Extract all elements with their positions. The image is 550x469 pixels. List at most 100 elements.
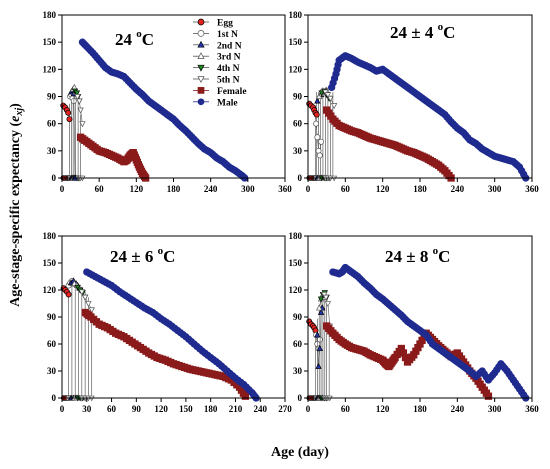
female-point xyxy=(408,353,416,361)
female-point xyxy=(439,165,447,173)
5th-n-point xyxy=(79,121,86,128)
x-tick-label: 60 xyxy=(341,184,351,194)
x-tick-label: 300 xyxy=(241,184,255,194)
male-point xyxy=(187,337,196,346)
female-point xyxy=(445,171,453,180)
male-point xyxy=(426,337,435,345)
male-point xyxy=(138,302,146,310)
x-tick-label: 240 xyxy=(253,404,267,414)
legend-marker-4th-n xyxy=(197,64,205,72)
panel-24c-title: 24 oC xyxy=(115,28,154,49)
x-tick-label: 180 xyxy=(167,184,181,194)
legend-marker-female xyxy=(197,87,205,94)
panel-24c-data xyxy=(60,38,249,182)
male-point xyxy=(179,331,187,339)
male-point xyxy=(488,371,497,379)
1st-n-point xyxy=(318,138,325,145)
5th-n-point xyxy=(322,294,330,301)
legend-label-3rd-n: 3rd N xyxy=(217,53,241,63)
x-tick-label: 120 xyxy=(376,404,390,414)
panel-24pm6c: 0 30 60 90 120 150 180 210 240 270 0 30 60 90 120 150 18… xyxy=(43,231,293,414)
x-tick-label: 150 xyxy=(179,404,193,414)
y-tick-label: 0 xyxy=(52,173,57,183)
2nd-n-point xyxy=(314,97,321,104)
y-tick-label: 0 xyxy=(298,393,303,403)
legend-label-2nd-n: 2nd N xyxy=(217,41,242,51)
x-tick-label: 120 xyxy=(154,404,168,414)
y-tick-label: 180 xyxy=(289,231,303,241)
x-tick-label: 210 xyxy=(229,404,243,414)
y-tick-label: 60 xyxy=(293,339,303,349)
egg-point xyxy=(65,109,72,116)
2nd-n-point xyxy=(316,344,324,351)
y-tick-label: 180 xyxy=(43,231,57,241)
x-tick-label: 240 xyxy=(204,184,218,194)
y-tick-label: 180 xyxy=(289,10,303,20)
5th-n-point xyxy=(76,98,83,105)
y-tick-label: 120 xyxy=(43,285,57,295)
legend-label-1st-n: 1st N xyxy=(217,30,238,40)
x-tick-label: 60 xyxy=(107,404,117,414)
male-point xyxy=(513,161,522,169)
male-point xyxy=(146,307,154,315)
panel-24pm8c-title: 24 ± 8 oC xyxy=(385,245,450,266)
legend-label-female: Female xyxy=(217,87,247,97)
y-tick-label: 90 xyxy=(47,312,57,322)
y-tick-label: 90 xyxy=(293,312,303,322)
male-point xyxy=(520,391,528,399)
y-tick-label: 30 xyxy=(293,366,303,376)
x-tick-label: 0 xyxy=(306,404,311,414)
x-tick-label: 120 xyxy=(130,184,144,194)
x-tick-label: 360 xyxy=(525,184,539,194)
panel-24c-frame xyxy=(61,14,286,179)
male-point xyxy=(334,61,342,69)
y-axis-label: Age-stage-specific expectancy (exj) xyxy=(8,103,25,307)
panel-24pm4c-data xyxy=(306,52,530,182)
x-tick-label: 360 xyxy=(278,184,292,194)
5th-n-point xyxy=(85,301,92,308)
x-tick-label: 360 xyxy=(525,404,539,414)
x-tick-label: 240 xyxy=(451,404,465,414)
male-point xyxy=(204,351,212,360)
y-tick-label: 30 xyxy=(47,146,57,156)
male-point xyxy=(154,313,163,321)
y-tick-label: 120 xyxy=(289,64,303,74)
legend-label-male: Male xyxy=(217,98,238,108)
legend-label-egg: Egg xyxy=(217,19,233,29)
male-point xyxy=(501,364,509,373)
female-point xyxy=(140,172,149,181)
x-tick-label: 60 xyxy=(95,184,105,194)
male-point xyxy=(87,47,95,55)
y-tick-label: 150 xyxy=(43,37,57,47)
legend-marker-2nd-n xyxy=(197,40,205,48)
y-tick-label: 0 xyxy=(52,393,57,403)
legend-marker-1st-n xyxy=(197,30,205,37)
5th-n-point xyxy=(77,107,84,114)
y-tick-label: 120 xyxy=(43,64,57,74)
female-point xyxy=(327,112,335,120)
x-tick-label: 180 xyxy=(413,184,427,194)
x-tick-label: 180 xyxy=(413,404,427,414)
5th-n-point xyxy=(81,294,89,301)
x-axis-label: Age (day) xyxy=(271,445,329,460)
y-tick-label: 90 xyxy=(293,92,303,102)
legend-marker-egg xyxy=(197,18,205,26)
male-point xyxy=(212,358,220,366)
male-point xyxy=(129,297,138,305)
x-tick-label: 30 xyxy=(82,404,92,414)
y-tick-label: 60 xyxy=(293,119,303,129)
x-tick-label: 300 xyxy=(488,404,502,414)
5th-n-point xyxy=(330,103,338,110)
female-point xyxy=(482,389,491,397)
male-point xyxy=(121,291,129,300)
female-point xyxy=(239,389,248,397)
1st-n-point xyxy=(313,120,320,127)
male-point xyxy=(420,329,428,338)
panel-24pm6c-data xyxy=(60,268,260,402)
male-point xyxy=(105,280,113,288)
legend-marker-male xyxy=(197,98,205,106)
1st-n-point xyxy=(314,134,321,141)
x-tick-label: 120 xyxy=(376,184,390,194)
